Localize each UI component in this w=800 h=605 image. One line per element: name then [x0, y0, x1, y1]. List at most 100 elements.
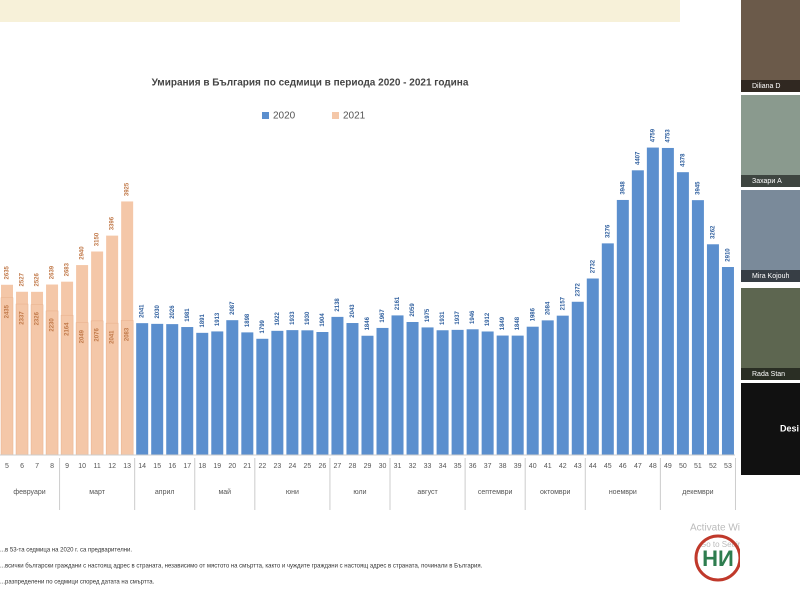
- bar: [361, 335, 374, 455]
- data-label: 2041: [140, 304, 146, 318]
- x-tick-label: 37: [484, 463, 492, 470]
- data-label: 2910: [726, 248, 732, 262]
- data-label: 4407: [635, 151, 641, 165]
- data-label: 3150: [95, 232, 101, 246]
- bar: [211, 331, 224, 455]
- data-label: 3396: [110, 216, 116, 230]
- month-label: април: [155, 489, 175, 496]
- x-tick-label: 29: [364, 463, 372, 470]
- data-label: 4378: [680, 153, 686, 167]
- data-label: 2026: [170, 305, 176, 319]
- bar: [451, 329, 464, 455]
- x-tick-label: 30: [379, 463, 387, 470]
- logo: НИ: [702, 546, 734, 571]
- data-label: 2635: [5, 265, 11, 279]
- data-label: 2041: [110, 330, 116, 344]
- bar: [631, 170, 644, 455]
- legend-label: 2021: [343, 111, 366, 122]
- x-tick-label: 51: [694, 463, 702, 470]
- video-tile[interactable]: [741, 95, 800, 187]
- x-tick-label: 49: [664, 463, 672, 470]
- data-label: 2049: [80, 329, 86, 343]
- data-label: 2526: [35, 272, 41, 286]
- month-label: февруари: [13, 489, 45, 496]
- data-label: 2059: [410, 303, 416, 317]
- x-tick-label: 16: [168, 463, 176, 470]
- x-tick-label: 34: [439, 463, 447, 470]
- data-label: 2157: [560, 296, 566, 310]
- data-label: 1891: [200, 314, 206, 328]
- month-label: ноември: [609, 489, 637, 496]
- data-label: 2639: [50, 265, 56, 279]
- data-label: 1931: [440, 311, 446, 325]
- legend-swatch: [332, 112, 339, 119]
- bar: [676, 172, 689, 455]
- bar: [271, 330, 284, 455]
- x-tick-label: 50: [679, 463, 687, 470]
- x-tick-label: 44: [589, 463, 597, 470]
- video-tile[interactable]: [741, 288, 800, 380]
- slide-banner: [0, 0, 680, 22]
- bar: [301, 330, 314, 455]
- participant-name: Rada Stan: [752, 371, 785, 378]
- x-tick-label: 14: [138, 463, 146, 470]
- x-tick-label: 31: [394, 463, 402, 470]
- x-tick-label: 38: [499, 463, 507, 470]
- x-tick-label: 41: [544, 463, 552, 470]
- month-label: декември: [682, 489, 713, 496]
- bar: [391, 315, 404, 455]
- x-tick-label: 7: [35, 463, 39, 470]
- bar: [226, 320, 239, 455]
- data-label: 2083: [125, 327, 131, 341]
- x-tick-label: 46: [619, 463, 627, 470]
- data-label: 2326: [35, 311, 41, 325]
- watermark: Activate Windo: [690, 523, 757, 534]
- bar: [346, 323, 359, 455]
- bar: [256, 338, 269, 455]
- bar: [481, 331, 494, 455]
- data-label: 2435: [5, 304, 11, 318]
- data-label: 2683: [65, 262, 71, 276]
- data-label: 2076: [95, 328, 101, 342]
- bar: [136, 323, 149, 455]
- data-label: 1946: [470, 310, 476, 324]
- bar: [15, 303, 29, 456]
- bar: [586, 278, 599, 455]
- x-tick-label: 20: [228, 463, 236, 470]
- bar: [616, 199, 629, 455]
- data-label: 1975: [425, 308, 431, 322]
- bar: [181, 327, 194, 455]
- data-label: 2030: [155, 305, 161, 319]
- x-tick-label: 11: [93, 463, 100, 470]
- data-label: 4759: [650, 128, 656, 142]
- bar: [571, 301, 584, 455]
- bar: [496, 335, 509, 455]
- month-label: юли: [353, 489, 366, 496]
- bar: [556, 315, 569, 455]
- x-tick-label: 47: [634, 463, 642, 470]
- bar: [151, 323, 164, 455]
- data-label: 1848: [515, 316, 521, 330]
- video-tile[interactable]: [741, 383, 800, 475]
- x-tick-label: 5: [5, 463, 9, 470]
- x-tick-label: 22: [258, 463, 266, 470]
- bar: [526, 326, 539, 455]
- participant-name: Захари А: [752, 178, 782, 185]
- x-tick-label: 23: [273, 463, 281, 470]
- x-tick-label: 32: [409, 463, 417, 470]
- data-label: 1937: [455, 311, 461, 325]
- video-tile[interactable]: [741, 0, 800, 92]
- participant-name: Desi: [780, 423, 799, 433]
- x-tick-label: 28: [349, 463, 357, 470]
- bar: [436, 330, 449, 455]
- x-tick-label: 26: [319, 463, 327, 470]
- video-tile[interactable]: [741, 190, 800, 282]
- note: ...разпределени по седмици според датата…: [0, 580, 155, 586]
- name-bar: [741, 270, 800, 282]
- bar: [286, 330, 299, 455]
- month-label: март: [89, 489, 105, 496]
- data-label: 2940: [80, 246, 86, 260]
- x-tick-label: 48: [649, 463, 657, 470]
- bar: [466, 329, 479, 455]
- x-tick-label: 15: [153, 463, 161, 470]
